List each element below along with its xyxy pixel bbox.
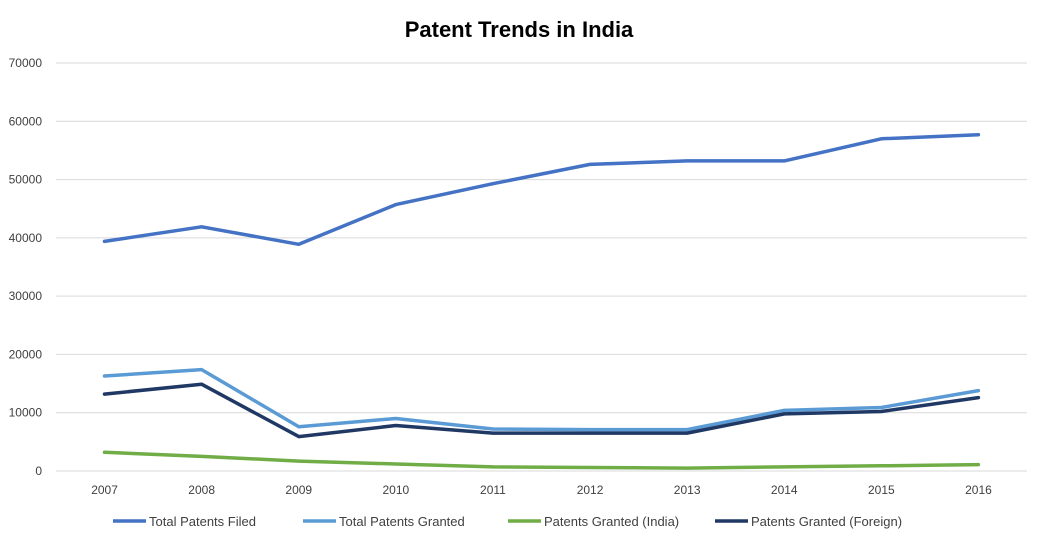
legend-label: Total Patents Granted [339, 514, 465, 529]
y-tick-label: 60000 [9, 114, 43, 128]
legend: Total Patents Filed Total Patents Granted… [113, 514, 902, 529]
y-tick-label: 50000 [9, 173, 43, 187]
data-point [976, 396, 980, 400]
data-point [200, 368, 204, 372]
data-point [782, 465, 786, 469]
x-tick-label: 2011 [480, 483, 506, 497]
data-point [588, 162, 592, 166]
legend-label: Patents Granted (Foreign) [751, 514, 902, 529]
data-point [782, 412, 786, 416]
data-point [976, 133, 980, 137]
data-point [879, 405, 883, 409]
data-point [879, 137, 883, 141]
data-point [103, 374, 107, 378]
data-point [879, 410, 883, 414]
data-point [976, 389, 980, 393]
y-tick-label: 70000 [9, 56, 43, 70]
y-tick-label: 0 [35, 464, 42, 478]
data-point [976, 463, 980, 467]
data-point [297, 242, 301, 246]
data-point [297, 459, 301, 463]
x-tick-label: 2016 [965, 483, 992, 497]
chart-title: Patent Trends in India [405, 17, 634, 42]
y-tick-label: 30000 [9, 289, 43, 303]
series-line-2 [102, 367, 981, 432]
data-point [685, 428, 689, 432]
legend-label: Total Patents Filed [149, 514, 256, 529]
data-point [491, 465, 495, 469]
x-tick-label: 2007 [91, 483, 118, 497]
data-point [394, 462, 398, 466]
series-line-4 [102, 382, 981, 439]
data-point [782, 408, 786, 412]
legend-label: Patents Granted (India) [544, 514, 679, 529]
x-tick-label: 2010 [382, 483, 409, 497]
plot-series [102, 132, 981, 470]
data-point [685, 159, 689, 163]
series-line-1 [102, 132, 981, 247]
data-point [394, 203, 398, 207]
data-point [685, 466, 689, 470]
x-tick-label: 2009 [285, 483, 312, 497]
data-point [588, 428, 592, 432]
data-point [103, 450, 107, 454]
data-point [588, 466, 592, 470]
data-point [491, 427, 495, 431]
data-point [200, 454, 204, 458]
data-point [491, 431, 495, 435]
data-point [297, 425, 301, 429]
data-point [394, 417, 398, 421]
x-tick-label: 2014 [771, 483, 798, 497]
x-tick-label: 2013 [674, 483, 701, 497]
y-tick-label: 40000 [9, 231, 43, 245]
data-point [782, 159, 786, 163]
data-point [200, 225, 204, 229]
y-tick-label: 10000 [9, 406, 43, 420]
series-line-3 [102, 450, 981, 470]
gridlines [56, 62, 1027, 472]
x-tick-label: 2012 [577, 483, 604, 497]
data-point [685, 431, 689, 435]
data-point [491, 182, 495, 186]
data-point [879, 464, 883, 468]
data-point [103, 392, 107, 396]
data-point [588, 431, 592, 435]
data-point [103, 239, 107, 243]
data-point [200, 382, 204, 386]
data-point [394, 424, 398, 428]
x-tick-label: 2008 [188, 483, 215, 497]
x-axis-tick-labels: 2007 2008 2009 2010 2011 2012 2013 2014 2015 2016 [91, 483, 992, 497]
y-tick-label: 20000 [9, 347, 43, 361]
x-tick-label: 2015 [868, 483, 895, 497]
y-axis-tick-labels: 0 10000 20000 30000 40000 50000 60000 70000 [9, 56, 43, 478]
data-point [297, 435, 301, 439]
